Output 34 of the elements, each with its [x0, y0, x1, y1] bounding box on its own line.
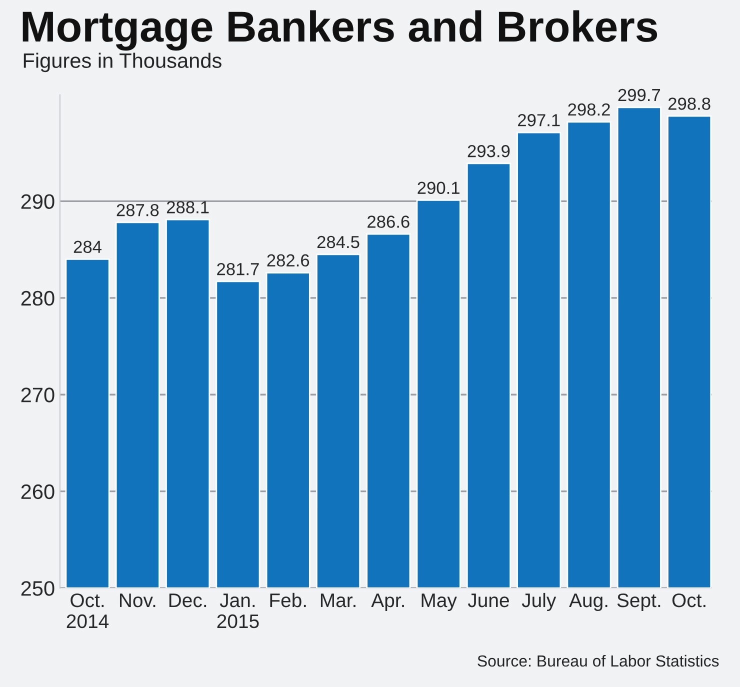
chart-subtitle: Figures in Thousands	[24, 52, 222, 72]
data-label: 290.1	[418, 182, 460, 194]
x-tick-label: July	[522, 592, 556, 612]
x-tick-label: Sept.	[617, 593, 660, 612]
y-tick-label: 250	[21, 581, 54, 596]
y-tick-label: 280	[21, 290, 54, 306]
x-tick-label: Aug.	[569, 594, 608, 612]
x-tick-label: June	[468, 594, 509, 608]
x-tick-label: Jan. 2015	[217, 594, 259, 628]
y-tick-label: 290	[21, 194, 54, 209]
source-note: Source: Bureau of Labor Statistics	[478, 654, 719, 667]
data-label: 288.1	[166, 201, 209, 214]
data-label: 282.6	[267, 254, 310, 267]
y-tick-label: 270	[21, 388, 54, 402]
data-label: 284.5	[317, 236, 360, 248]
x-tick-label: Oct. 2014	[66, 593, 109, 628]
chart-title: Mortgage Bankers and Brokers	[22, 10, 658, 51]
data-label: 298.2	[568, 103, 610, 116]
x-tick-label: Apr.	[371, 594, 404, 612]
data-label: 297.1	[518, 114, 560, 126]
x-tick-label: Oct.	[672, 593, 706, 608]
data-label: 298.8	[668, 98, 710, 110]
data-label: 281.7	[217, 262, 259, 276]
x-tick-label: Dec.	[169, 594, 206, 608]
data-label: 299.7	[618, 88, 660, 102]
x-tick-label: May	[422, 594, 457, 612]
y-tick-label: 260	[21, 484, 54, 500]
data-label: 287.8	[116, 204, 159, 216]
x-tick-label: Nov.	[120, 594, 156, 608]
data-label: 293.9	[468, 144, 510, 158]
data-label: 284	[74, 240, 102, 254]
x-tick-label: Mar.	[320, 594, 356, 608]
x-tick-label: Feb.	[270, 592, 306, 608]
data-label: 286.6	[368, 216, 410, 228]
